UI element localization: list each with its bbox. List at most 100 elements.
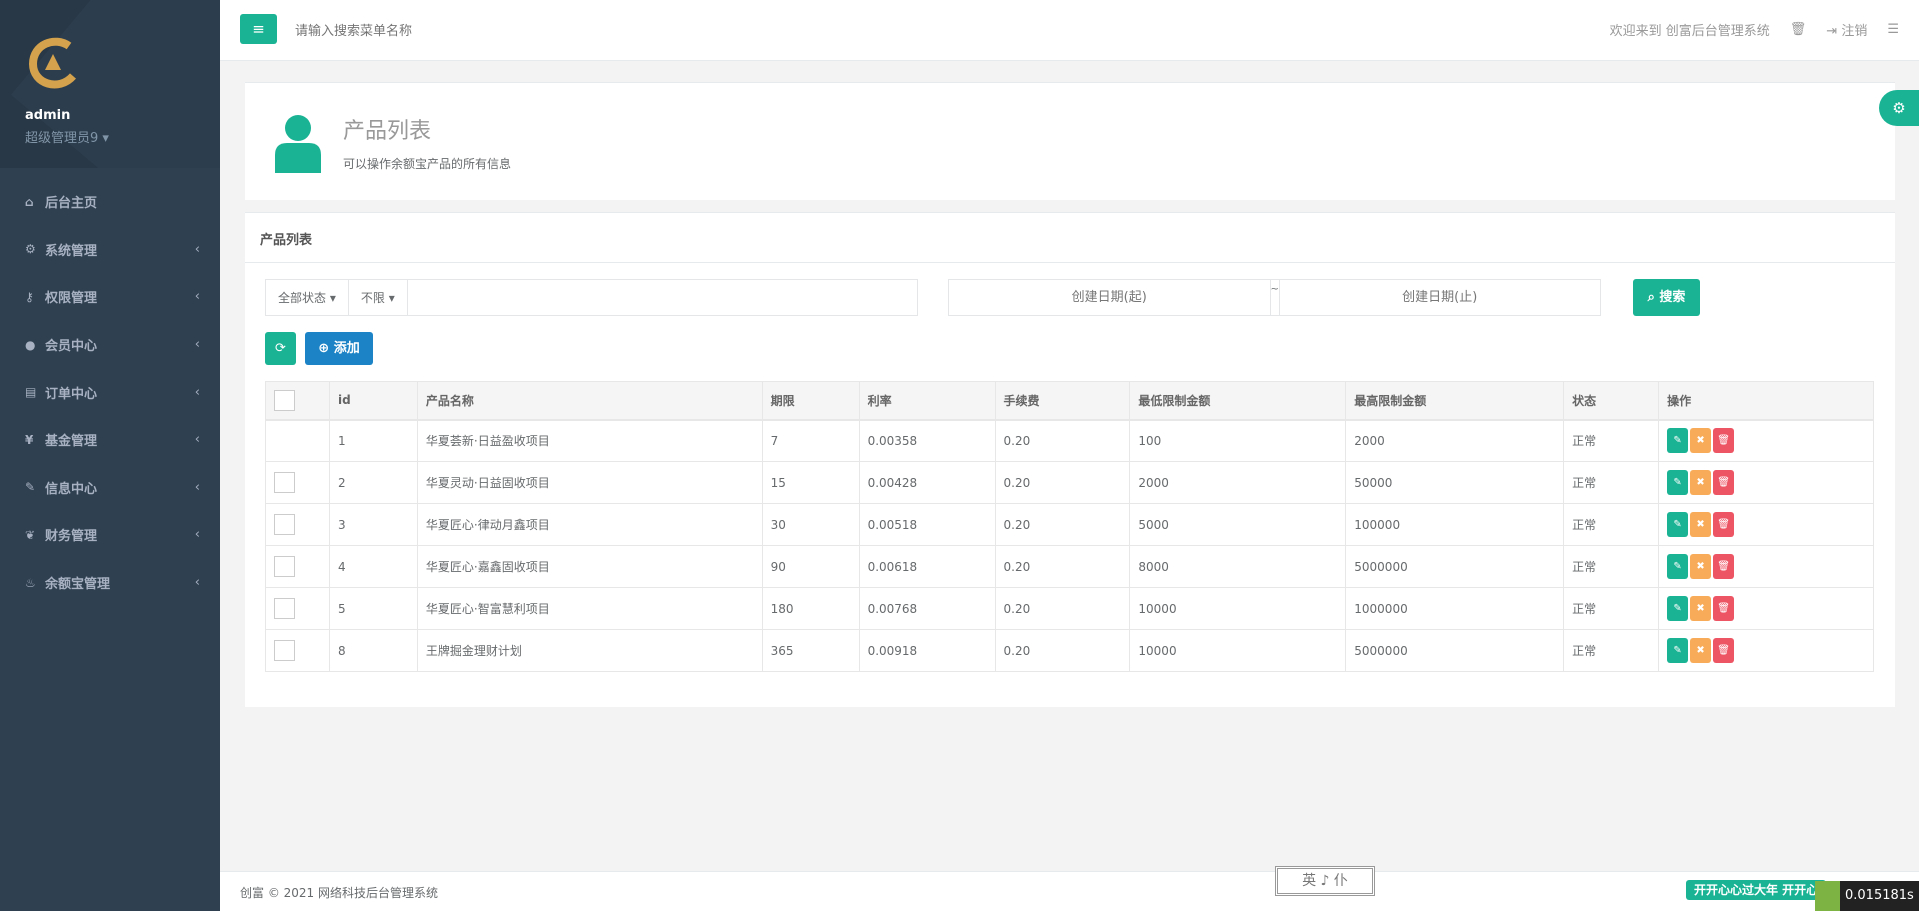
delete-button[interactable]: 🗑 [1713, 512, 1735, 537]
header-select-all[interactable] [265, 381, 330, 421]
chevron-left-icon: ‹ [194, 479, 200, 495]
sidebar: admin 超级管理员9 ▾ ⌂ 后台主页 ⚙ 系统管理 ‹ ⚷ 权限管理 ‹ ● 会员中心 ‹ ▤ 订… [0, 0, 220, 911]
table-cell: 正常 [1563, 587, 1660, 630]
refresh-icon: ⟳ [275, 341, 286, 356]
row-checkbox[interactable] [274, 556, 295, 577]
table-cell: 0.00358 [858, 419, 996, 462]
actions-cell: ✎ ✖ 🗑 [1658, 587, 1874, 630]
disable-button[interactable]: ✖ [1690, 596, 1712, 621]
sidebar-item-2[interactable]: ⚷ 权限管理 ‹ [0, 273, 220, 321]
column-header: 操作 [1658, 381, 1874, 421]
select-all-checkbox[interactable] [274, 389, 295, 411]
date-end-input[interactable]: 创建日期(止) [1402, 290, 1478, 305]
search-button[interactable]: ⌕ 搜索 [1633, 279, 1700, 316]
edit-button[interactable]: ✎ [1667, 554, 1689, 579]
disable-button[interactable]: ✖ [1690, 638, 1712, 663]
row-select-cell[interactable] [265, 503, 330, 546]
sidebar-item-1[interactable]: ⚙ 系统管理 ‹ [0, 226, 220, 274]
row-select-cell[interactable] [265, 629, 330, 672]
table-cell: 华夏匠心·智富慧利项目 [416, 587, 763, 630]
row-select-cell[interactable] [265, 461, 330, 504]
table-cell: 15 [761, 461, 860, 504]
sidebar-item-8[interactable]: ♨ 余额宝管理 ‹ [0, 559, 220, 607]
sidebar-item-0[interactable]: ⌂ 后台主页 [0, 178, 220, 226]
trash-icon[interactable]: 🗑 [1789, 22, 1807, 37]
table-cell: 50000 [1345, 461, 1565, 504]
row-checkbox[interactable] [274, 514, 295, 535]
leaf-icon [1815, 881, 1840, 911]
table-cell: 0.00918 [858, 629, 996, 672]
disable-button[interactable]: ✖ [1690, 512, 1712, 537]
sidebar-item-7[interactable]: ❦ 财务管理 ‹ [0, 511, 220, 559]
sidebar-item-label: 信息中心 [45, 481, 98, 497]
row-checkbox[interactable] [274, 598, 295, 619]
chevron-left-icon: ‹ [194, 337, 200, 353]
actions-cell: ✎ ✖ 🗑 [1658, 629, 1874, 672]
disable-button[interactable]: ✖ [1690, 554, 1712, 579]
sidebar-item-5[interactable]: ¥ 基金管理 ‹ [0, 416, 220, 464]
actions-cell: ✎ ✖ 🗑 [1658, 419, 1874, 462]
edit-button[interactable]: ✎ [1667, 428, 1689, 454]
chevron-left-icon: ‹ [194, 384, 200, 400]
delete-button[interactable]: 🗑 [1713, 554, 1735, 579]
sidebar-nav: ⌂ 后台主页 ⚙ 系统管理 ‹ ⚷ 权限管理 ‹ ● 会员中心 ‹ ▤ 订单中心 ‹ ¥ 基金管理 ‹ ✎ 信息中心… [0, 178, 220, 606]
chevron-left-icon: ‹ [194, 241, 200, 257]
settings-gear-button[interactable]: ⚙ [1879, 90, 1919, 126]
table-cell: 2 [328, 461, 418, 504]
table-cell: 华夏灵动·日益固收项目 [416, 461, 763, 504]
sidebar-item-3[interactable]: ● 会员中心 ‹ [0, 321, 220, 369]
user-icon: ● [25, 337, 36, 352]
limit-dropdown[interactable]: 不限 ▾ [349, 280, 408, 315]
row-select-cell[interactable] [265, 419, 330, 462]
row-checkbox[interactable] [274, 472, 295, 493]
row-select-cell[interactable] [265, 587, 330, 630]
sidebar-item-4[interactable]: ▤ 订单中心 ‹ [0, 368, 220, 416]
table-cell: 7 [761, 419, 860, 462]
chevron-left-icon: ‹ [194, 432, 200, 448]
logout-link[interactable]: ⇥ 注销 [1826, 20, 1867, 39]
edit-button[interactable]: ✎ [1667, 596, 1689, 621]
date-range-group: 创建日期(起) ~ 创建日期(止) [948, 279, 1601, 316]
column-header: 产品名称 [416, 381, 763, 421]
disable-button[interactable]: ✖ [1690, 428, 1712, 454]
keyword-input[interactable] [407, 280, 917, 315]
table-cell: 正常 [1563, 629, 1660, 672]
sidebar-item-6[interactable]: ✎ 信息中心 ‹ [0, 464, 220, 512]
delete-button[interactable]: 🗑 [1713, 638, 1735, 663]
add-button[interactable]: ⊕ 添加 [305, 332, 373, 365]
menu-toggle-button[interactable]: ≡ [240, 14, 277, 44]
column-header: id [328, 381, 418, 421]
tabs-icon[interactable]: ☰ [1887, 22, 1899, 37]
sidebar-item-label: 后台主页 [45, 196, 98, 212]
table-cell: 100 [1129, 419, 1347, 462]
disable-button[interactable]: ✖ [1690, 470, 1712, 495]
row-select-cell[interactable] [265, 545, 330, 588]
table-cell: 8 [328, 629, 418, 672]
status-dropdown[interactable]: 全部状态 ▾ [266, 280, 349, 315]
edit-button[interactable]: ✎ [1667, 470, 1689, 495]
table-cell: 华夏匠心·律动月鑫项目 [416, 503, 763, 546]
role-dropdown[interactable]: 超级管理员9 ▾ [25, 127, 220, 146]
table-row: 1 华夏荟新·日益盈收项目 7 0.00358 0.20 100 2000 正常 ✎ ✖ 🗑 [265, 419, 1874, 462]
page-timer: 0.015181s [1815, 881, 1919, 911]
edit-button[interactable]: ✎ [1667, 512, 1689, 537]
row-checkbox[interactable] [274, 640, 295, 661]
table-cell: 5 [328, 587, 418, 630]
fire-icon: ♨ [25, 575, 36, 590]
actions-cell: ✎ ✖ 🗑 [1658, 545, 1874, 588]
menu-search-input[interactable] [295, 18, 595, 42]
yen-icon: ¥ [25, 432, 34, 447]
bars-icon: ≡ [252, 20, 265, 38]
scroll-decoration: 英 ♪ 仆 [1275, 866, 1375, 896]
table-cell: 5000000 [1345, 629, 1565, 672]
delete-button[interactable]: 🗑 [1713, 470, 1735, 495]
table-cell: 10000 [1129, 587, 1347, 630]
wrench-icon: ✎ [25, 480, 36, 495]
date-start-input[interactable]: 创建日期(起) [1071, 290, 1147, 305]
refresh-button[interactable]: ⟳ [265, 332, 296, 365]
delete-button[interactable]: 🗑 [1713, 428, 1735, 454]
delete-button[interactable]: 🗑 [1713, 596, 1735, 621]
edit-button[interactable]: ✎ [1667, 638, 1689, 663]
sidebar-item-label: 会员中心 [45, 339, 98, 355]
welcome-text: 欢迎来到 创富后台管理系统 [1609, 24, 1770, 39]
